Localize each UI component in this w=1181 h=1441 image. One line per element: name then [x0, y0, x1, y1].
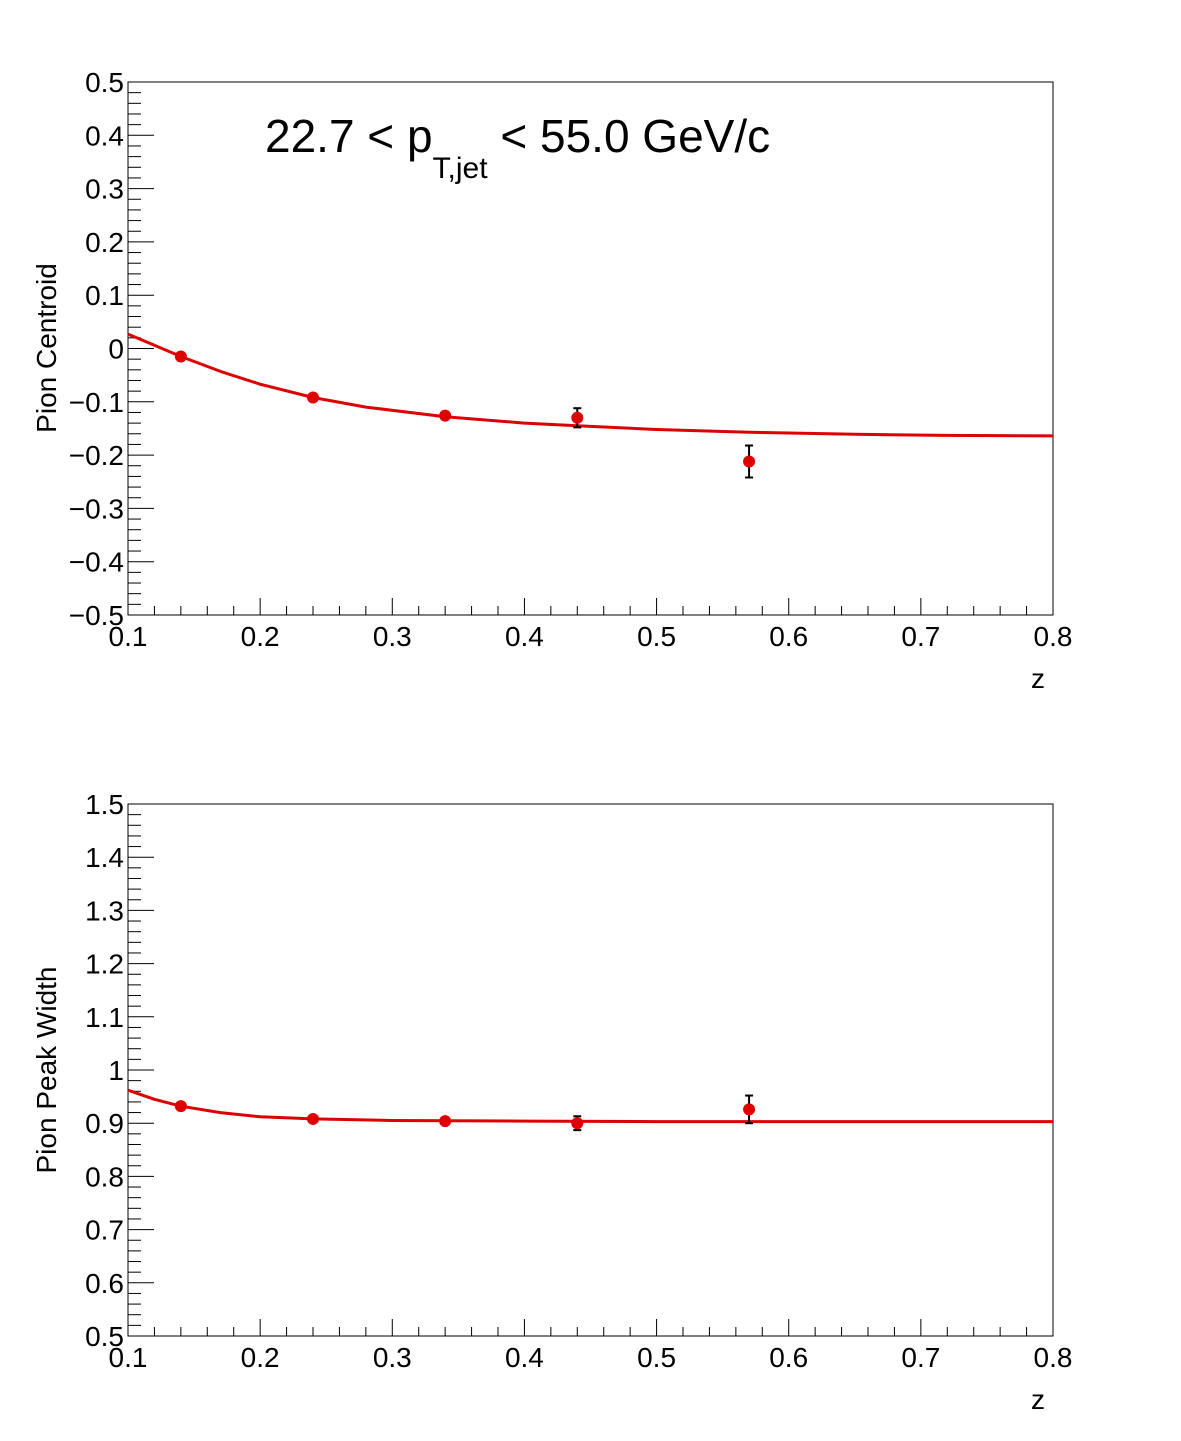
data-point — [571, 411, 584, 424]
data-point — [439, 409, 452, 422]
data-point — [174, 350, 187, 363]
centroid-panel: 0.1 0.2 0.3 0.4 0.5 0.6 0.7 0.8 −0.5 −0.4 −0.3 −0.2… — [31, 67, 1072, 694]
x-tick-label: 0.2 — [241, 1342, 280, 1373]
y-tick-label: 0.5 — [85, 67, 124, 98]
x-axis-title: z — [1031, 663, 1045, 694]
y-tick-label: −0.1 — [69, 387, 124, 418]
x-tick-label: 0.4 — [505, 1342, 544, 1373]
y-tick-label: −0.2 — [69, 440, 124, 471]
x-tick-label: 0.5 — [637, 621, 676, 652]
x-tick-label: 0.7 — [901, 621, 940, 652]
x-tick-label: 0.1 — [109, 1342, 148, 1373]
y-tick-label: 0.7 — [85, 1215, 124, 1246]
y-tick-label: 0.2 — [85, 227, 124, 258]
y-tick-label: 1 — [108, 1055, 124, 1086]
y-tick-label: 0.3 — [85, 174, 124, 205]
annotation-main: 22.7 < p — [265, 110, 433, 162]
y-tick-label: 1.5 — [85, 789, 124, 820]
y-tick-label: −0.3 — [69, 493, 124, 524]
fit-curve — [127, 332, 1054, 438]
y-tick-label: 0.9 — [85, 1108, 124, 1139]
y-tick-label: −0.4 — [69, 547, 124, 578]
y-axis-title: Pion Centroid — [31, 263, 62, 433]
fit-curve — [127, 1088, 1053, 1124]
data-point — [439, 1115, 452, 1128]
x-tick-label: 0.6 — [769, 621, 808, 652]
y-tick-label: −0.5 — [69, 600, 124, 631]
x-tick-label: 0.8 — [1034, 1342, 1073, 1373]
y-tick-label: 0.4 — [85, 120, 124, 151]
peak-width-panel: 0.1 0.2 0.3 0.4 0.5 0.6 0.7 0.8 0.5 0.6 0.7 0.8 0.9 1… — [31, 789, 1072, 1415]
y-tick-label: 1.4 — [85, 842, 124, 873]
data-point — [743, 455, 756, 468]
y-tick-label: 0.6 — [85, 1268, 124, 1299]
x-tick-label: 0.7 — [901, 1342, 940, 1373]
data-point — [174, 1100, 187, 1113]
y-axis-title: Pion Peak Width — [31, 967, 62, 1174]
x-tick-label: 0.1 — [109, 621, 148, 652]
x-tick-label: 0.8 — [1034, 621, 1073, 652]
data-point — [307, 1112, 319, 1125]
y-tick-label: 0.5 — [85, 1321, 124, 1352]
x-axis-title: z — [1031, 1384, 1045, 1415]
y-tick-label: 0 — [108, 334, 124, 365]
x-tick-label: 0.3 — [373, 1342, 412, 1373]
x-tick-label: 0.3 — [373, 621, 412, 652]
annotation-subscript: T,jet — [433, 152, 489, 185]
plot-frame — [127, 803, 1054, 1337]
x-tick-label: 0.2 — [241, 621, 280, 652]
x-tick-label: 0.5 — [637, 1342, 676, 1373]
y-tick-label: 1.2 — [85, 949, 124, 980]
y-tick-label: 1.1 — [85, 1002, 124, 1033]
pt-range-annotation: 22.7 < pT,jet < 55.0 GeV/c — [265, 110, 770, 185]
data-point — [743, 1103, 756, 1116]
data-point — [307, 391, 319, 404]
annotation-rest: < 55.0 GeV/c — [488, 110, 771, 162]
y-tick-label: 0.8 — [85, 1161, 124, 1192]
y-tick-label: 0.1 — [85, 280, 124, 311]
y-tick-label: 1.3 — [85, 895, 124, 926]
data-point — [571, 1117, 584, 1130]
x-tick-label: 0.6 — [769, 1342, 808, 1373]
x-tick-label: 0.4 — [505, 621, 544, 652]
